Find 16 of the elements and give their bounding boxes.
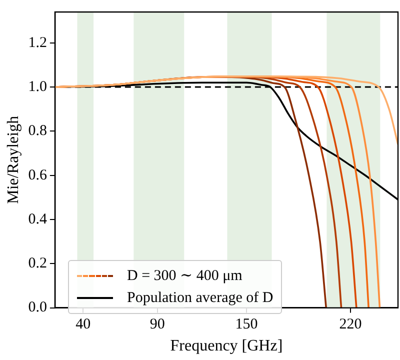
y-axis-title: Mie/Rayleigh: [4, 116, 22, 204]
legend-label: Population average of D: [127, 289, 274, 308]
y-tick-label: 0.8: [28, 123, 47, 140]
y-tick-label: 0.2: [28, 256, 47, 272]
line-series: [54, 76, 398, 146]
y-tick-label: 0.0: [28, 300, 47, 316]
x-tick-label: 90: [150, 316, 165, 333]
x-tick-label: 220: [339, 316, 362, 333]
y-tick-label: 1.2: [28, 34, 47, 51]
x-tick-label: 40: [76, 316, 91, 333]
y-tick-label: 0.6: [28, 167, 48, 184]
x-tick-label: 150: [235, 316, 258, 333]
legend-label: D = 300 ∼ 400 μm: [127, 267, 242, 286]
y-tick-label: 0.4: [28, 211, 48, 228]
y-tick-label: 1.0: [28, 78, 47, 95]
x-axis-title: Frequency [GHz]: [170, 338, 283, 355]
